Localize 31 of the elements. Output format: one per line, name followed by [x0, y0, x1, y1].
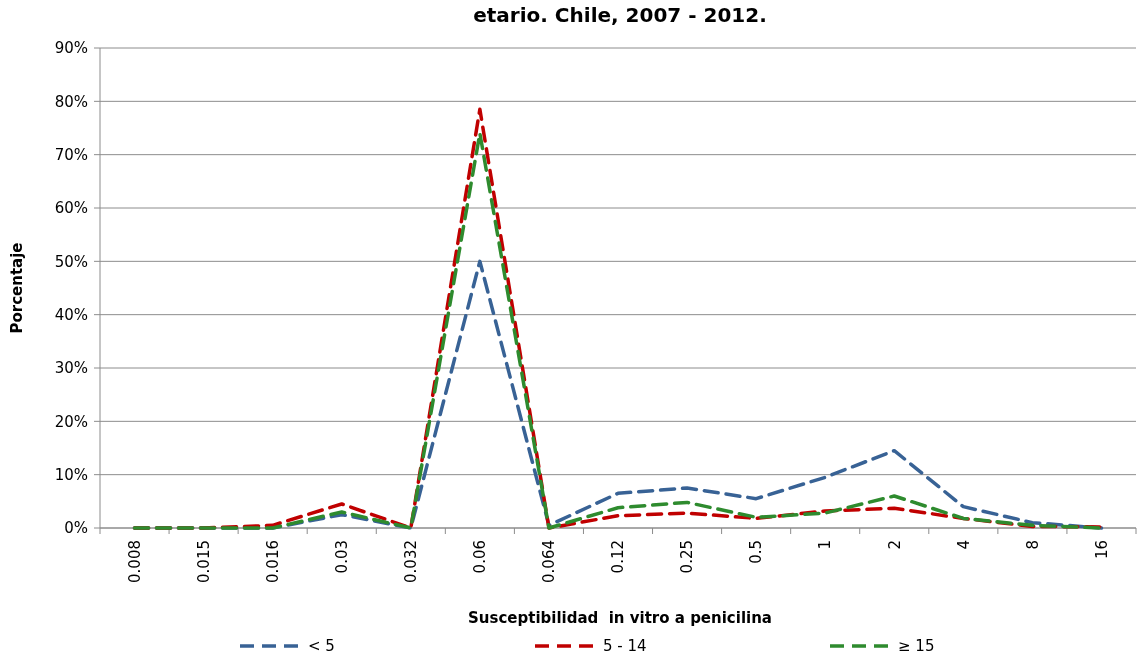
x-axis-title: Susceptibilidad in vitro a penicilina — [468, 609, 772, 627]
y-tick-label: 50% — [54, 252, 88, 271]
x-tick-label: 0.12 — [609, 540, 628, 574]
x-tick-label: 0.016 — [263, 540, 282, 583]
y-tick-label: 60% — [54, 199, 88, 218]
legend-label: 5 - 14 — [603, 637, 647, 656]
x-tick-label: 1 — [816, 540, 835, 550]
y-tick-label: 30% — [54, 359, 88, 378]
x-tick-label: 0.25 — [678, 540, 697, 574]
x-tick-label: 0.06 — [471, 540, 490, 574]
y-tick-label: 0% — [64, 519, 88, 538]
y-tick-label: 70% — [54, 145, 88, 164]
y-tick-label: 10% — [54, 465, 88, 484]
x-tick-label: 16 — [1092, 540, 1111, 560]
x-tick-label: 0.5 — [747, 540, 766, 564]
x-tick-label: 8 — [1023, 540, 1042, 550]
y-tick-label: 90% — [54, 39, 88, 58]
x-tick-label: 0.008 — [125, 540, 144, 583]
legend-label: < 5 — [308, 637, 335, 656]
x-tick-label: 0.015 — [194, 540, 213, 583]
chart-title: etario. Chile, 2007 - 2012. — [473, 3, 767, 27]
y-axis-title: Porcentaje — [8, 242, 26, 334]
y-tick-label: 20% — [54, 412, 88, 431]
x-tick-label: 0.03 — [332, 540, 351, 574]
y-tick-label: 40% — [54, 305, 88, 324]
x-tick-label: 4 — [954, 540, 973, 550]
x-tick-label: 2 — [885, 540, 904, 550]
y-tick-label: 80% — [54, 92, 88, 111]
legend-label: ≥ 15 — [898, 637, 935, 656]
x-tick-label: 0.032 — [402, 540, 421, 583]
x-tick-label: 0.064 — [540, 540, 559, 583]
